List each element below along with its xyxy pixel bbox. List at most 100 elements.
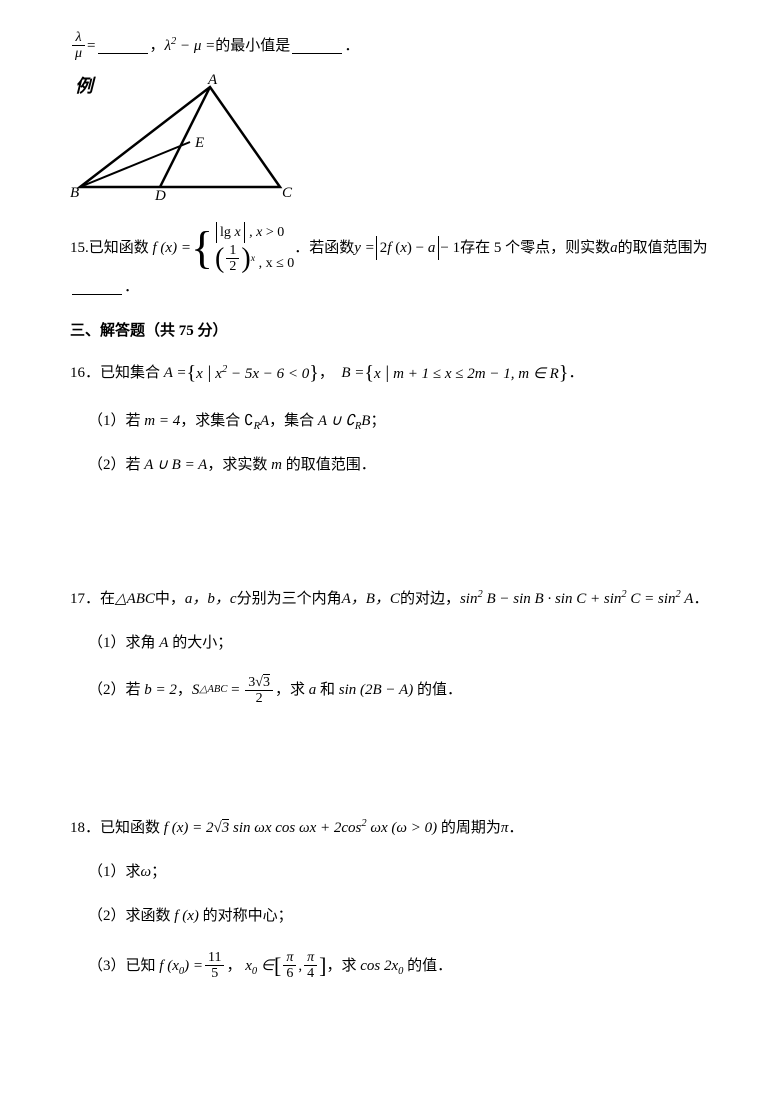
q18p3-t3: 的值． <box>407 954 452 978</box>
q18p2-t2: 的对称中心； <box>203 904 293 928</box>
q17-tri: △ABC <box>115 587 155 611</box>
q17-t2: 中， <box>155 587 185 611</box>
q17p1-A: A <box>159 631 168 655</box>
case2-cond: , x ≤ 0 <box>259 256 295 271</box>
case1: lg x , x > 0 <box>215 222 294 243</box>
triangle-figure: 例 A B C D E <box>70 72 720 210</box>
blank-2 <box>292 38 342 55</box>
lbrace-icon: { <box>187 357 197 389</box>
q18-t2: 的周期为 <box>441 816 501 840</box>
case2-den: 2 <box>226 259 239 274</box>
q17p2-t3: 和 <box>320 678 335 702</box>
lbrace2-icon: { <box>364 357 374 389</box>
section3-title: 三、解答题（共 75 分） <box>70 319 720 343</box>
q18-line: 18． 已知函数 f (x) = 2√3 sin ωx cos ωx + 2co… <box>70 816 720 840</box>
q18p1-omega: ω <box>141 860 152 884</box>
label-C: C <box>282 185 293 201</box>
blank-3 <box>72 278 122 295</box>
q15-text3: 存在 5 个零点，则实数 <box>460 236 610 260</box>
q18p3-fden: 5 <box>208 966 221 981</box>
q18p3-t1: 已知 <box>126 954 156 978</box>
q14-expr-line: λ μ = ， λ2 − μ = 的最小值是 ． <box>70 30 720 62</box>
lbracket-icon: [ <box>274 948 281 983</box>
q15-a: a <box>610 236 618 260</box>
complement-RA: ∁R <box>244 409 260 433</box>
q18-t1: 已知函数 <box>100 816 160 840</box>
q15-y: y = <box>354 236 375 260</box>
fig-label: 例 <box>75 76 96 96</box>
q17p2-fnum: 3√3 <box>245 675 273 691</box>
q17p2-eq: = <box>231 678 239 702</box>
q18-part2: （2） 求函数 f (x) 的对称中心； <box>70 904 720 928</box>
line-BE <box>80 142 190 187</box>
triangle-svg: 例 A B C D E <box>70 72 310 202</box>
label-E: E <box>194 135 204 151</box>
q18-pi: π <box>501 816 509 840</box>
q17p2-b: b = 2 <box>144 678 177 702</box>
label-B: B <box>70 185 79 201</box>
q16p2-t2: ，求实数 <box>207 453 267 477</box>
q18p2-num: （2） <box>88 904 126 928</box>
q15-afterabs: − 1 <box>440 236 460 260</box>
q18p3-t2: ，求 <box>326 954 356 978</box>
q16p2-t3: 的取值范围． <box>286 453 376 477</box>
q17p1-t2: 的大小； <box>172 631 232 655</box>
q18p3-f: f (x0) = <box>159 954 203 978</box>
int2-num: π <box>304 950 317 966</box>
q16-text1: 已知集合 <box>100 361 160 385</box>
case2-exp: x <box>251 253 255 264</box>
expr2-text: λ2 − μ = <box>165 34 216 58</box>
brace-content: lg x , x > 0 ( 1 2 ) x , x ≤ 0 <box>215 222 294 275</box>
q16-part2: （2） 若 A ∪ B = A ，求实数 m 的取值范围． <box>70 453 720 477</box>
q18-period: ． <box>508 816 523 840</box>
int1-den: 6 <box>283 966 296 981</box>
int1-num: π <box>283 950 296 966</box>
q16p1-B: B <box>361 409 370 433</box>
q15-text2: ．若函数 <box>294 236 354 260</box>
interval-frac2: π 4 <box>304 950 317 982</box>
frac-lambda-mu: λ μ <box>72 30 85 62</box>
q17-t3: 分别为三个内角 <box>237 587 342 611</box>
q16p1-A: A <box>260 409 269 433</box>
q15-piecewise: { lg x , x > 0 ( 1 2 ) x , x ≤ 0 <box>191 222 294 275</box>
q16-period: ． <box>568 361 583 385</box>
q18p3-cos: cos 2x0 <box>360 954 403 978</box>
q17-angles: A，B，C <box>342 587 400 611</box>
setA-body: x | x2 − 5x − 6 < 0 <box>196 358 309 387</box>
q16p1-t1: 若 <box>126 409 141 433</box>
q15-func: f (x) = <box>153 236 191 260</box>
q16p2-num: （2） <box>88 453 126 477</box>
q16-line: 16． 已知集合 A = { x | x2 − 5x − 6 < 0 } ， B… <box>70 357 720 389</box>
q17p2-a: a <box>309 678 317 702</box>
q17-num: 17． <box>70 587 100 611</box>
int2-den: 4 <box>304 966 317 981</box>
blank-1 <box>98 38 148 55</box>
q17-vars: a，b，c <box>185 587 237 611</box>
q18p1-semi: ； <box>151 860 166 884</box>
q18p3-num: （3） <box>88 954 126 978</box>
q16p1-num: （1） <box>88 409 126 433</box>
q16p1-semi: ； <box>370 409 385 433</box>
q17p2-t2: ，求 <box>275 678 305 702</box>
q17-part1: （1） 求角 A 的大小； <box>70 631 720 655</box>
q18-part3: （3） 已知 f (x0) = 11 5 ， x0 ∈ [ π 6 , π 4 … <box>70 948 720 983</box>
q16-B: B = <box>341 361 364 385</box>
q16-comma: ， <box>319 361 334 385</box>
q16p1-m: m = 4 <box>144 409 180 433</box>
q17p2-num: （2） <box>88 678 126 702</box>
q18-part1: （1） 求 ω ； <box>70 860 720 884</box>
q18p2-t: 求函数 <box>126 904 171 928</box>
q17-part2: （2） 若 b = 2 ， S△ABC = 3√3 2 ，求 a 和 sin (… <box>70 675 720 707</box>
q15-abs: 2f (x) − a <box>376 236 440 260</box>
q18-num: 18． <box>70 816 100 840</box>
q15-text4: 的取值范围为 <box>618 236 708 260</box>
q15-line: 15. 已知函数 f (x) = { lg x , x > 0 ( 1 2 ) … <box>70 222 720 299</box>
q17p2-c: ， <box>177 678 192 702</box>
rbracket-icon: ] <box>319 948 326 983</box>
q17-period: ． <box>693 587 708 611</box>
q18p3-c: ， <box>226 954 241 978</box>
q17p1-t: 求角 <box>126 631 156 655</box>
q15-text1: 已知函数 <box>89 236 149 260</box>
q16-A: A = <box>164 361 187 385</box>
equals-text: = <box>87 34 95 58</box>
